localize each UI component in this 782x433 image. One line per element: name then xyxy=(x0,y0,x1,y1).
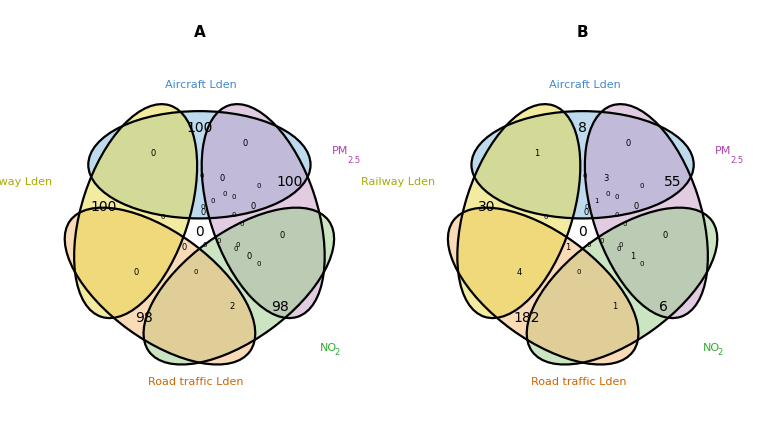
Text: Railway Lden: Railway Lden xyxy=(361,177,435,187)
Text: 0: 0 xyxy=(615,212,619,218)
Ellipse shape xyxy=(457,104,580,318)
Text: NO: NO xyxy=(320,343,337,353)
Ellipse shape xyxy=(74,104,197,318)
Text: 182: 182 xyxy=(514,311,540,325)
Text: PM: PM xyxy=(332,146,348,156)
Text: NO: NO xyxy=(703,343,720,353)
Text: 0: 0 xyxy=(576,269,581,275)
Text: 0: 0 xyxy=(134,268,139,277)
Ellipse shape xyxy=(65,208,255,365)
Text: 0: 0 xyxy=(217,239,221,244)
Text: 0: 0 xyxy=(193,269,198,275)
Text: 98: 98 xyxy=(271,300,289,313)
Text: 0: 0 xyxy=(181,242,187,252)
Text: 4: 4 xyxy=(517,268,522,277)
Text: A: A xyxy=(193,25,206,40)
Text: 0: 0 xyxy=(151,149,156,158)
Text: 0: 0 xyxy=(583,173,586,179)
Text: 0: 0 xyxy=(256,183,261,189)
Text: 0: 0 xyxy=(578,225,587,239)
Text: 100: 100 xyxy=(276,175,303,189)
Text: 0: 0 xyxy=(210,198,215,204)
Text: 8: 8 xyxy=(578,121,587,136)
Text: Aircraft Lden: Aircraft Lden xyxy=(549,80,620,90)
Text: Railway Lden: Railway Lden xyxy=(0,177,52,187)
Text: 0: 0 xyxy=(586,242,590,248)
Text: 0: 0 xyxy=(231,212,236,218)
Text: Aircraft Lden: Aircraft Lden xyxy=(166,80,237,90)
Text: 0: 0 xyxy=(246,252,252,261)
Ellipse shape xyxy=(448,208,638,365)
Text: Road traffic Lden: Road traffic Lden xyxy=(531,378,626,388)
Text: 1: 1 xyxy=(630,252,635,261)
Text: 0: 0 xyxy=(619,242,623,248)
Text: 0: 0 xyxy=(600,239,604,244)
Text: 2: 2 xyxy=(335,348,340,356)
Ellipse shape xyxy=(527,208,717,365)
Text: 0: 0 xyxy=(231,194,236,200)
Text: 0: 0 xyxy=(195,225,204,239)
Text: 0: 0 xyxy=(617,246,621,252)
Text: 0: 0 xyxy=(222,191,227,197)
Text: 98: 98 xyxy=(135,311,152,325)
Text: B: B xyxy=(577,25,588,40)
Text: 0: 0 xyxy=(615,194,619,200)
Text: 0: 0 xyxy=(239,221,244,227)
Text: 1: 1 xyxy=(565,242,570,252)
Ellipse shape xyxy=(585,104,708,318)
Text: 2.5: 2.5 xyxy=(348,156,361,165)
Text: 0: 0 xyxy=(633,202,639,211)
Text: 0: 0 xyxy=(201,204,206,210)
Text: 0: 0 xyxy=(242,139,248,148)
Text: 1: 1 xyxy=(612,302,618,311)
Text: 1: 1 xyxy=(534,149,540,158)
Text: 1: 1 xyxy=(594,198,598,204)
Ellipse shape xyxy=(472,111,694,218)
Text: 0: 0 xyxy=(584,204,589,210)
Text: 0: 0 xyxy=(605,191,610,197)
Text: 0: 0 xyxy=(235,242,240,248)
Text: 3: 3 xyxy=(603,174,608,183)
Text: 100: 100 xyxy=(186,121,213,136)
Text: 0: 0 xyxy=(220,174,225,183)
Text: 0: 0 xyxy=(640,262,644,268)
Text: 0: 0 xyxy=(250,202,256,211)
Text: 0: 0 xyxy=(201,208,206,217)
Text: 6: 6 xyxy=(658,300,668,313)
Text: 0: 0 xyxy=(203,242,207,248)
Text: 0: 0 xyxy=(584,208,589,217)
Text: 2.5: 2.5 xyxy=(731,156,744,165)
Text: 30: 30 xyxy=(478,200,496,214)
Text: 0: 0 xyxy=(256,262,261,268)
Ellipse shape xyxy=(144,208,334,365)
Text: 2: 2 xyxy=(718,348,723,356)
Text: 0: 0 xyxy=(199,173,203,179)
Text: 0: 0 xyxy=(544,213,548,220)
Text: 2: 2 xyxy=(229,302,235,311)
Text: 0: 0 xyxy=(161,213,165,220)
Text: 0: 0 xyxy=(626,139,631,148)
Text: 0: 0 xyxy=(662,231,668,240)
Text: 0: 0 xyxy=(640,183,644,189)
Text: 0: 0 xyxy=(622,221,627,227)
Ellipse shape xyxy=(88,111,310,218)
Text: 0: 0 xyxy=(234,246,238,252)
Text: PM: PM xyxy=(715,146,731,156)
Text: 100: 100 xyxy=(91,200,117,214)
Text: 0: 0 xyxy=(279,231,285,240)
Text: Road traffic Lden: Road traffic Lden xyxy=(148,378,243,388)
Ellipse shape xyxy=(202,104,325,318)
Text: 55: 55 xyxy=(664,175,681,189)
